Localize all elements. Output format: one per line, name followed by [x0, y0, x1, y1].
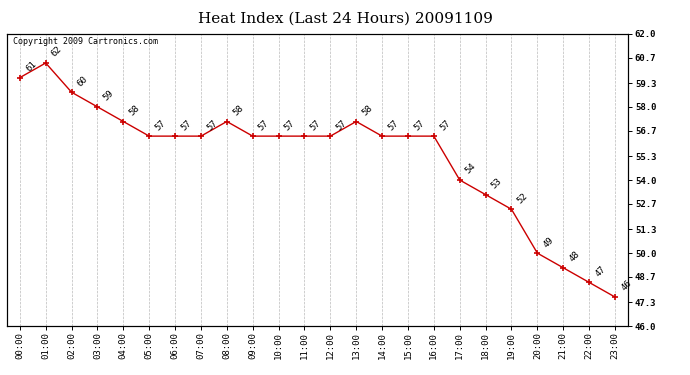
Text: 58: 58: [231, 104, 245, 117]
Text: 59: 59: [101, 89, 116, 103]
Text: Copyright 2009 Cartronics.com: Copyright 2009 Cartronics.com: [13, 37, 158, 46]
Text: 61: 61: [24, 60, 38, 74]
Text: 52: 52: [515, 191, 530, 205]
Text: 57: 57: [386, 118, 400, 132]
Text: 57: 57: [179, 118, 193, 132]
Text: 53: 53: [490, 177, 504, 190]
Text: 57: 57: [205, 118, 219, 132]
Text: 48: 48: [567, 250, 582, 264]
Text: 57: 57: [335, 118, 348, 132]
Text: 49: 49: [542, 235, 555, 249]
Text: 57: 57: [257, 118, 271, 132]
Text: 57: 57: [438, 118, 452, 132]
Text: Heat Index (Last 24 Hours) 20091109: Heat Index (Last 24 Hours) 20091109: [197, 11, 493, 25]
Text: 57: 57: [308, 118, 323, 132]
Text: 57: 57: [412, 118, 426, 132]
Text: 62: 62: [50, 45, 64, 59]
Text: 58: 58: [360, 104, 375, 117]
Text: 60: 60: [76, 74, 90, 88]
Text: 57: 57: [283, 118, 297, 132]
Text: 57: 57: [153, 118, 168, 132]
Text: 46: 46: [619, 279, 633, 293]
Text: 47: 47: [593, 264, 607, 278]
Text: 54: 54: [464, 162, 478, 176]
Text: 58: 58: [128, 104, 141, 117]
